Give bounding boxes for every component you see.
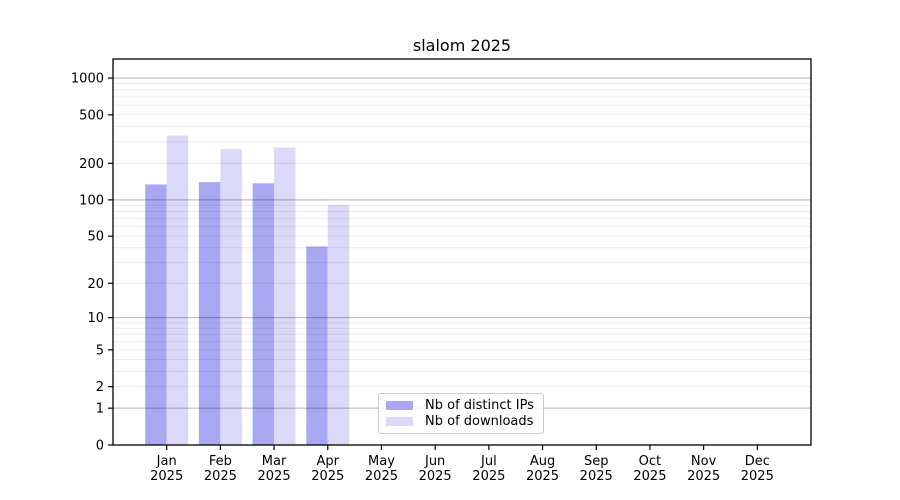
x-tick-label-month: Apr — [317, 454, 340, 469]
x-tick-label-month: Sep — [584, 454, 609, 469]
legend-label-downloads: Nb of downloads — [425, 414, 534, 430]
x-tick-label-year: 2025 — [311, 469, 344, 484]
x-tick-label-year: 2025 — [365, 469, 398, 484]
y-tick-label: 500 — [79, 108, 104, 123]
x-tick-label-month: Jun — [424, 454, 445, 469]
gridlines-layer — [113, 77, 811, 409]
y-tick-label: 1000 — [71, 72, 104, 87]
y-tick-label: 5 — [96, 343, 104, 358]
x-tick-label-year: 2025 — [526, 469, 559, 484]
bar-feb-distinct-ips — [198, 182, 221, 445]
x-tick-label-month: May — [368, 454, 395, 469]
x-tick-label-year: 2025 — [472, 469, 505, 484]
y-tick-label: 100 — [79, 193, 104, 208]
y-tick-label: 10 — [87, 311, 104, 326]
y-tick-label: 2 — [96, 380, 104, 395]
bar-jan-downloads — [166, 135, 189, 445]
x-tick-label-year: 2025 — [150, 469, 183, 484]
legend-label-distinct-ips: Nb of distinct IPs — [425, 397, 534, 413]
legend-swatch-distinct-ips — [386, 400, 413, 410]
y-tick-label: 0 — [96, 439, 104, 454]
bar-mar-distinct-ips — [252, 183, 275, 445]
x-tick-label-year: 2025 — [741, 469, 774, 484]
x-tick-label-month: Nov — [691, 454, 717, 469]
legend-item-downloads: Nb of downloads — [386, 414, 537, 431]
x-tick-label-year: 2025 — [258, 469, 291, 484]
x-tick-label-month: Jan — [156, 454, 177, 469]
x-tick-label-month: Dec — [745, 454, 770, 469]
bar-apr-downloads — [327, 204, 350, 445]
x-tick-label-month: Aug — [530, 454, 555, 469]
bar-apr-distinct-ips — [306, 246, 328, 445]
bar-jan-distinct-ips — [145, 184, 167, 445]
x-tick-label-month: Feb — [209, 454, 232, 469]
bar-feb-downloads — [220, 149, 242, 445]
y-tick-label: 50 — [87, 230, 104, 245]
y-tick-label: 20 — [87, 277, 104, 292]
axes-layer — [108, 58, 812, 450]
tick-labels-layer: 01251020501002005001000Jan2025Feb2025Mar… — [71, 72, 774, 484]
x-tick-label-month: Jul — [480, 454, 497, 469]
x-tick-label-month: Oct — [639, 454, 661, 469]
x-tick-label-year: 2025 — [687, 469, 720, 484]
x-tick-label-month: Mar — [262, 454, 287, 469]
x-tick-label-year: 2025 — [633, 469, 666, 484]
plot-border — [112, 58, 812, 446]
legend-item-distinct-ips: Nb of distinct IPs — [386, 397, 537, 414]
bars-layer — [145, 135, 350, 445]
x-tick-label-year: 2025 — [419, 469, 452, 484]
bar-mar-downloads — [274, 147, 296, 445]
y-tick-label: 1 — [96, 402, 104, 417]
x-tick-label-year: 2025 — [580, 469, 613, 484]
legend: Nb of distinct IPs Nb of downloads — [378, 393, 544, 434]
x-tick-label-year: 2025 — [204, 469, 237, 484]
chart-title: slalom 2025 — [412, 36, 512, 55]
y-tick-label: 200 — [79, 157, 104, 172]
legend-swatch-downloads — [386, 417, 413, 427]
